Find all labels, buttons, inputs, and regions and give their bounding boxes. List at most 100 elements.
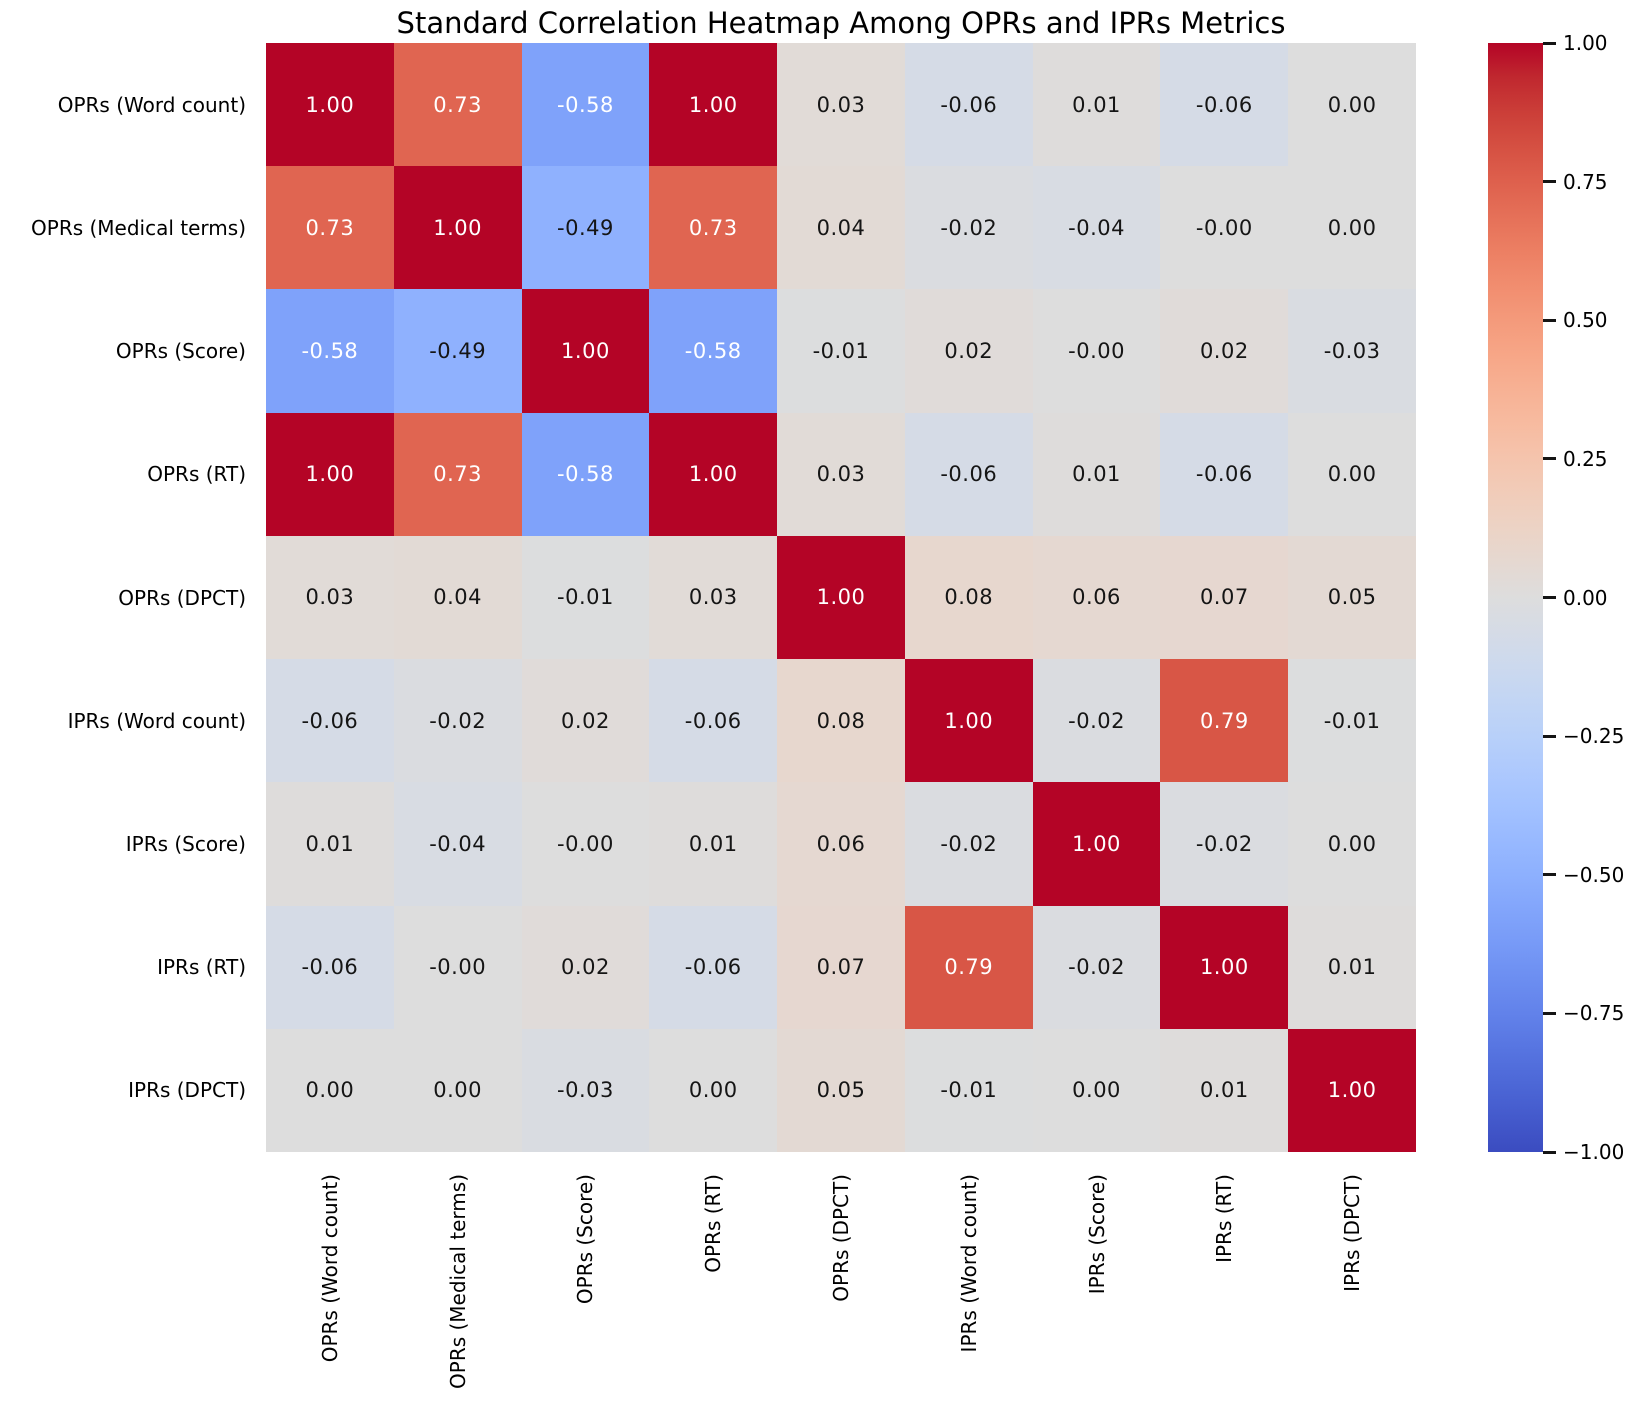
colorbar-tick-mark — [1543, 596, 1556, 599]
heatmap-cell: 0.08 — [777, 659, 905, 783]
heatmap-cell: -0.06 — [266, 905, 394, 1029]
heatmap-cell: 0.06 — [777, 782, 905, 906]
heatmap-cell: 0.06 — [1032, 535, 1161, 660]
heatmap-cell: 1.00 — [777, 535, 905, 660]
heatmap-cell: -0.06 — [1160, 412, 1289, 536]
heatmap-cell: -0.02 — [393, 659, 522, 783]
heatmap-cell: -0.01 — [904, 1028, 1033, 1152]
heatmap-cell: 0.73 — [393, 412, 522, 536]
heatmap-cell: -0.04 — [393, 782, 522, 906]
heatmap-cell: -0.58 — [521, 412, 650, 536]
heatmap-cell: 0.00 — [1288, 166, 1416, 290]
heatmap-cell: 0.00 — [1288, 412, 1416, 536]
heatmap-cell: -0.00 — [1160, 166, 1289, 290]
x-axis-label: IPRs (Word count) — [956, 1174, 981, 1353]
colorbar-tick-mark — [1543, 734, 1556, 738]
heatmap-cell: -0.00 — [521, 782, 650, 906]
colorbar-tick-label: 0.00 — [1563, 585, 1608, 610]
colorbar-tick-mark — [1543, 1150, 1556, 1154]
heatmap-cell: 0.03 — [777, 412, 905, 536]
heatmap-cell: 0.04 — [393, 535, 522, 660]
heatmap-cell: -0.00 — [393, 905, 522, 1029]
colorbar-tick-label: −0.50 — [1563, 862, 1625, 887]
heatmap-cell: 0.03 — [266, 535, 394, 660]
heatmap-cell: 0.01 — [1032, 412, 1161, 536]
heatmap-cell: 0.02 — [521, 659, 650, 783]
heatmap-cell: -0.06 — [1160, 43, 1289, 167]
y-axis-label: OPRs (DPCT) — [118, 585, 246, 610]
heatmap-cell: -0.58 — [649, 289, 778, 413]
heatmap-cell: 0.00 — [649, 1028, 778, 1152]
colorbar-gradient — [1488, 43, 1543, 1152]
heatmap-cell: 0.02 — [904, 289, 1033, 413]
y-axis-label: OPRs (Score) — [115, 339, 246, 364]
heatmap-cell: -0.02 — [904, 782, 1033, 906]
x-axis-label: IPRs (Score) — [1084, 1174, 1109, 1295]
y-axis-label: OPRs (Medical terms) — [31, 215, 246, 240]
colorbar-tick-mark — [1543, 457, 1556, 461]
heatmap-cell: 0.01 — [1032, 43, 1161, 167]
heatmap-cell: -0.02 — [904, 166, 1033, 290]
heatmap-grid: 1.00 0.73 -0.58 1.00 0.03 -0.06 0.01 -0.06 0.00 0… — [266, 43, 1416, 1152]
y-axis-label: IPRs (Word count) — [67, 708, 246, 733]
heatmap-cell: -0.03 — [1288, 289, 1416, 413]
heatmap-cell: 1.00 — [1032, 782, 1161, 906]
colorbar-tick-mark — [1543, 41, 1556, 45]
heatmap-cell: 0.73 — [649, 166, 778, 290]
heatmap-cell: 0.01 — [1160, 1028, 1289, 1152]
heatmap-cell: 0.00 — [393, 1028, 522, 1152]
heatmap-cell: 1.00 — [266, 412, 394, 536]
x-axis-label: OPRs (Medical terms) — [445, 1174, 470, 1389]
heatmap-cell: 1.00 — [1160, 905, 1289, 1029]
colorbar-tick-mark — [1543, 873, 1556, 877]
heatmap-cell: 0.00 — [1288, 43, 1416, 167]
heatmap-cell: -0.01 — [1288, 659, 1416, 783]
colorbar-tick-label: −0.75 — [1563, 1001, 1625, 1026]
x-axis-label: OPRs (DPCT) — [829, 1174, 853, 1302]
heatmap-cell: -0.01 — [777, 289, 905, 413]
heatmap-cell: -0.02 — [1032, 659, 1161, 783]
colorbar-tick-mark — [1543, 1011, 1556, 1015]
heatmap-cell: 0.05 — [1288, 535, 1416, 660]
colorbar-tick-label: 1.00 — [1563, 31, 1608, 55]
heatmap-cell: 1.00 — [1288, 1028, 1416, 1152]
heatmap-cell: 0.03 — [777, 43, 905, 167]
heatmap-cell: 1.00 — [649, 412, 778, 536]
heatmap-cell: 1.00 — [393, 166, 522, 290]
heatmap-cell: -0.58 — [266, 289, 394, 413]
heatmap-cell: 0.07 — [777, 905, 905, 1029]
heatmap-cell: 0.08 — [904, 535, 1033, 660]
heatmap-cell: 0.00 — [266, 1028, 394, 1152]
heatmap-cell: -0.01 — [521, 535, 650, 660]
colorbar-tick-label: 0.25 — [1563, 446, 1608, 471]
heatmap-cell: 0.02 — [1160, 289, 1289, 413]
heatmap-cell: -0.00 — [1032, 289, 1161, 413]
heatmap-cell: -0.06 — [649, 659, 778, 783]
heatmap-cell: 0.04 — [777, 166, 905, 290]
y-axis-label: IPRs (DPCT) — [128, 1078, 246, 1103]
heatmap-cell: 0.79 — [904, 905, 1033, 1029]
heatmap-cell: 0.01 — [649, 782, 778, 906]
colorbar-tick-label: −0.25 — [1563, 724, 1625, 749]
heatmap-cell: -0.58 — [521, 43, 650, 167]
heatmap-cell: 1.00 — [521, 289, 650, 413]
heatmap-cell: -0.03 — [521, 1028, 650, 1152]
x-axis-label: OPRs (Score) — [573, 1174, 598, 1305]
heatmap-cell: 0.02 — [521, 905, 650, 1029]
heatmap-cell: 0.00 — [1288, 782, 1416, 906]
chart-title: Standard Correlation Heatmap Among OPRs … — [396, 6, 1286, 40]
x-axis-label: IPRs (RT) — [1212, 1174, 1237, 1263]
heatmap-cell: -0.06 — [904, 412, 1033, 536]
heatmap-cell: -0.06 — [649, 905, 778, 1029]
x-axis-label: IPRs (DPCT) — [1340, 1174, 1365, 1292]
heatmap-cell: 0.01 — [1288, 905, 1416, 1029]
heatmap-cell: -0.06 — [904, 43, 1033, 167]
x-axis-label: OPRs (RT) — [701, 1174, 726, 1273]
y-axis-label: IPRs (Score) — [125, 831, 246, 856]
x-axis-label: OPRs (Word count) — [317, 1174, 342, 1363]
heatmap-cell: 0.05 — [777, 1028, 905, 1152]
colorbar-tick-mark — [1543, 180, 1556, 184]
colorbar-tick-mark — [1543, 318, 1556, 322]
y-axis-label: OPRs (Word count) — [57, 92, 246, 117]
